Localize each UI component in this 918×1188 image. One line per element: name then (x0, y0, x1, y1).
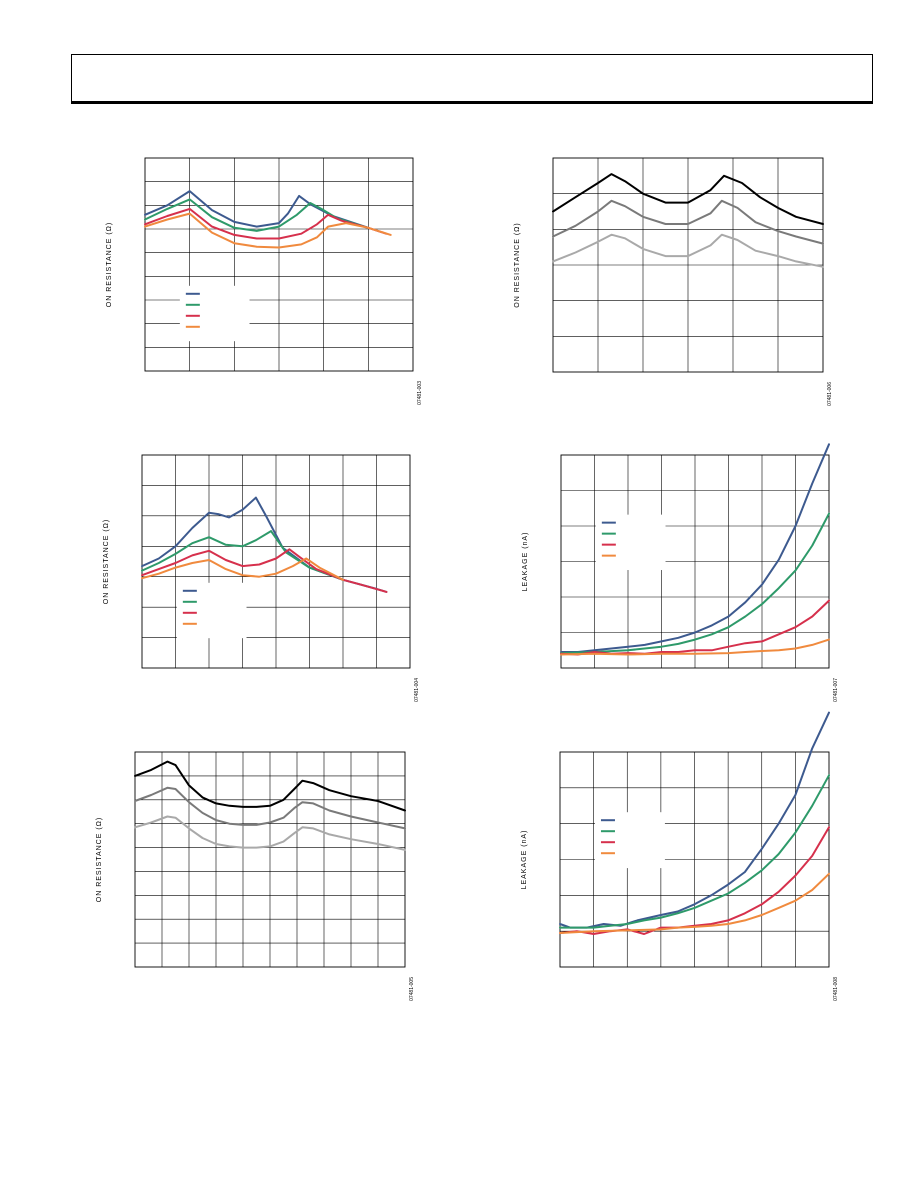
series-line-orange (141, 557, 344, 581)
series-line-blue (141, 496, 388, 593)
chart-panel-2: ON RESISTANCE (Ω) 07481-006 (514, 157, 833, 406)
plot-frame (144, 157, 414, 372)
series-line-red (559, 826, 830, 935)
series-line-green (141, 530, 344, 581)
series-line-green (559, 774, 830, 929)
figure-id: 07481-003 (417, 381, 423, 405)
legend (179, 285, 250, 342)
y-axis-label: ON RESISTANCE (Ω) (103, 519, 110, 605)
chart-svg: LEAKAGE (nA) 07481-008 (521, 711, 839, 1001)
plot-frame (560, 454, 830, 669)
plot-frame (141, 454, 411, 669)
series-line-green (560, 512, 830, 655)
figure-id: 07481-008 (833, 977, 839, 1001)
legend (176, 582, 247, 639)
series-line-gray (552, 199, 824, 245)
series-line-orange (559, 872, 830, 934)
chart-panel-6: LEAKAGE (nA) 07481-008 (521, 711, 839, 1001)
chart-svg: ON RESISTANCE (Ω) 07481-004 (103, 454, 420, 702)
chart-svg: ON RESISTANCE (Ω) 07481-003 (106, 157, 423, 405)
chart-panel-4: LEAKAGE (nA) 07481-007 (522, 443, 839, 702)
figure-id: 07481-004 (414, 678, 420, 702)
legend-box (594, 812, 665, 869)
figure-id: 07481-005 (409, 977, 415, 1001)
figure-id: 07481-007 (833, 678, 839, 702)
series-line-green (144, 198, 370, 232)
series-line-gray (134, 786, 406, 830)
series-line-blue (560, 443, 830, 653)
y-axis-label: ON RESISTANCE (Ω) (96, 817, 103, 903)
chart-svg: ON RESISTANCE (Ω) 07481-006 (514, 157, 833, 406)
series-line-lightgray (134, 815, 406, 851)
header-rule (71, 101, 873, 104)
series-line-blue (144, 190, 370, 229)
y-axis-label: LEAKAGE (nA) (521, 830, 528, 890)
grid (553, 158, 823, 372)
legend (595, 514, 666, 571)
y-axis-label: ON RESISTANCE (Ω) (106, 222, 113, 308)
chart-svg: ON RESISTANCE (Ω) 07481-005 (96, 751, 415, 1001)
chart-panel-5: ON RESISTANCE (Ω) 07481-005 (96, 751, 415, 1001)
legend (594, 812, 665, 869)
chart-panel-1: ON RESISTANCE (Ω) 07481-003 (106, 157, 423, 405)
plot-frame (552, 157, 824, 373)
series-line-black (552, 173, 824, 225)
series-line-red (144, 207, 388, 240)
chart-panel-3: ON RESISTANCE (Ω) 07481-004 (103, 454, 420, 702)
legend-box (595, 514, 666, 571)
figure-id: 07481-006 (827, 382, 833, 406)
header-box (71, 54, 873, 103)
chart-svg: LEAKAGE (nA) 07481-007 (522, 443, 839, 702)
y-axis-label: LEAKAGE (nA) (522, 532, 529, 592)
series-line-lightgray (552, 233, 824, 268)
series-line-orange (144, 212, 392, 249)
series-line-blue (559, 711, 830, 929)
plot-frame (134, 751, 406, 968)
grid (135, 752, 405, 967)
series-line-orange (560, 638, 830, 656)
legend-box (179, 285, 250, 342)
y-axis-label: ON RESISTANCE (Ω) (514, 222, 521, 308)
legend-box (176, 582, 247, 639)
plot-frame (559, 751, 830, 968)
series-line-black (134, 760, 406, 812)
